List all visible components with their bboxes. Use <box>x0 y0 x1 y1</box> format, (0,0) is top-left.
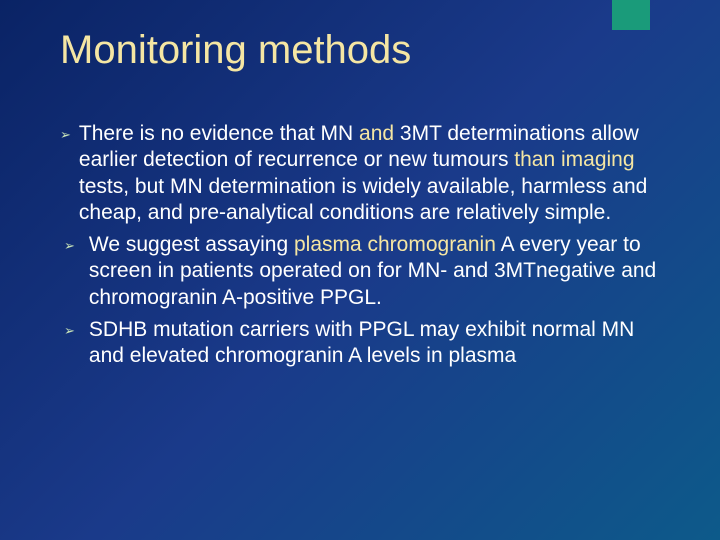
chevron-right-icon: ➢ <box>64 238 75 254</box>
bullet-item: ➢ There is no evidence that MN and 3MT de… <box>60 121 660 226</box>
chevron-right-icon: ➢ <box>64 323 75 339</box>
chevron-right-icon: ➢ <box>60 127 71 143</box>
accent-bar <box>612 0 650 30</box>
bullet-item: ➢ We suggest assaying plasma chromogranin… <box>60 232 660 311</box>
bullet-text: There is no evidence that MN and 3MT det… <box>79 121 660 226</box>
bullet-text: SDHB mutation carriers with PPGL may exh… <box>89 317 660 370</box>
bullet-list: ➢There is no evidence that MN and 3MT de… <box>60 121 660 369</box>
bullet-text: We suggest assaying plasma chromogranin … <box>89 232 660 311</box>
bullet-item: ➢ SDHB mutation carriers with PPGL may ex… <box>60 317 660 370</box>
slide-title: Monitoring methods <box>60 28 660 73</box>
slide-container: Monitoring methods ➢There is no evidence… <box>0 0 720 415</box>
